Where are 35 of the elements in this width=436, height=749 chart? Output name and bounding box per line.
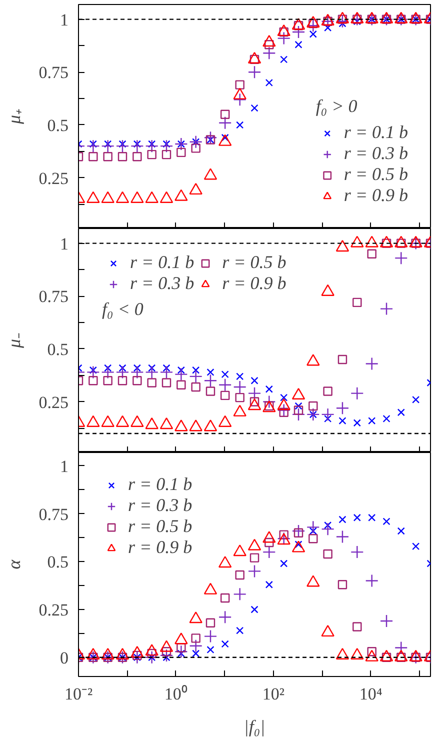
legend-title: f₀ > 0 bbox=[316, 96, 358, 117]
y-axis-title: α bbox=[4, 559, 24, 570]
y-tick-label: 0.5 bbox=[47, 116, 68, 135]
y-tick-label: 0.5 bbox=[47, 340, 68, 359]
y-axis-title: μ₋ bbox=[4, 332, 24, 350]
legend-label: r = 0.9 b bbox=[222, 273, 286, 294]
y-axis-title: μ₊ bbox=[4, 108, 24, 126]
y-tick-label: 0.25 bbox=[38, 600, 68, 620]
y-tick-label: 1 bbox=[60, 234, 68, 254]
legend-label: r = 0.9 b bbox=[128, 537, 192, 558]
y-tick-label: 0.25 bbox=[38, 392, 68, 412]
x-axis-title: |f₀| bbox=[244, 716, 266, 736]
x-tick-label: 10⁻² bbox=[64, 684, 93, 704]
legend-label: r = 0.5 b bbox=[344, 164, 408, 185]
x-tick-label: 10⁰ bbox=[164, 684, 188, 704]
y-tick-label: 0.5 bbox=[47, 552, 68, 572]
legend-label: r = 0.1 b bbox=[344, 122, 408, 143]
legend-label: r = 0.5 b bbox=[128, 516, 192, 537]
legend-label: r = 0.5 b bbox=[222, 252, 286, 273]
legend-label: r = 0.3 b bbox=[128, 495, 192, 516]
legend-label: r = 0.9 b bbox=[344, 185, 408, 206]
y-tick-label: 0.75 bbox=[38, 63, 68, 82]
x-tick-label: 10² bbox=[262, 684, 284, 704]
y-tick-label: 1 bbox=[60, 10, 68, 30]
x-tick-label: 10⁴ bbox=[359, 684, 382, 704]
y-tick-label: 1 bbox=[60, 456, 68, 476]
y-tick-label: 0 bbox=[60, 648, 68, 668]
legend-label: r = 0.3 b bbox=[130, 273, 194, 294]
y-tick-label: 0.25 bbox=[38, 168, 68, 188]
legend-label: r = 0.1 b bbox=[128, 474, 192, 495]
y-tick-label: 0.75 bbox=[38, 287, 68, 306]
legend-title: f₀ < 0 bbox=[102, 299, 144, 320]
y-tick-label: 0.75 bbox=[38, 504, 68, 524]
legend-label: r = 0.3 b bbox=[344, 143, 408, 164]
legend-label: r = 0.1 b bbox=[130, 252, 194, 273]
